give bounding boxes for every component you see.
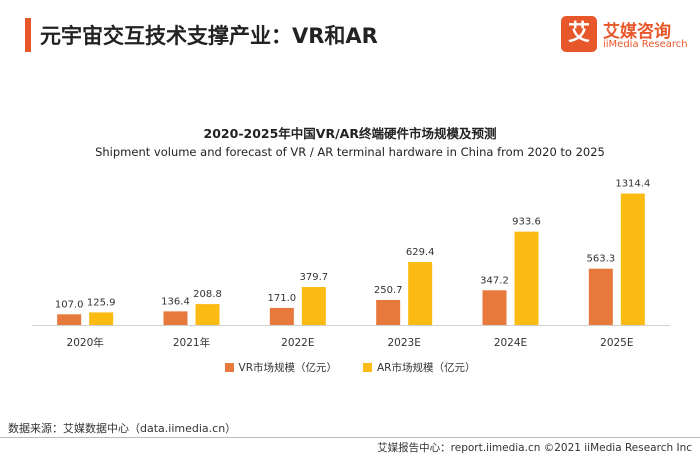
bar-ar [620, 193, 645, 325]
legend-label-ar: AR市场规模（亿元） [377, 362, 476, 374]
x-tick-label: 2020年 [67, 336, 104, 349]
bar-ar [514, 231, 539, 325]
data-label-vr: 171.0 [268, 293, 297, 304]
x-tick-label: 2021年 [173, 336, 210, 349]
data-source: 数据来源：艾媒数据中心（data.iimedia.cn） [8, 422, 237, 435]
footer-text: 艾媒报告中心：report.iimedia.cn ©2021 iiMedia R… [377, 442, 692, 454]
logo-text-en: iiMedia Research [603, 39, 688, 50]
bar-ar [301, 287, 326, 325]
legend-item-vr: VR市场规模（亿元） [224, 360, 337, 375]
logo-icon: 艾 [561, 16, 597, 52]
bar-vr [482, 290, 507, 325]
title-accent-bar [25, 18, 31, 52]
data-label-vr: 107.0 [55, 299, 84, 310]
data-label-ar: 125.9 [87, 297, 116, 308]
x-tick-label: 2025E [600, 337, 633, 349]
data-label-vr: 136.4 [161, 296, 190, 307]
bar-ar [89, 312, 114, 325]
bar-vr [57, 314, 82, 325]
chart-title: 2020-2025年中国VR/AR终端硬件市场规模及预测 [203, 126, 497, 141]
bar-vr [269, 307, 294, 325]
x-tick-label: 2022E [281, 337, 314, 349]
legend-item-ar: AR市场规模（亿元） [363, 360, 475, 375]
bar-vr [163, 311, 188, 325]
data-label-vr: 250.7 [374, 285, 403, 296]
legend-swatch-vr [224, 363, 234, 372]
legend-swatch-ar [363, 363, 372, 372]
logo-text-cn: 艾媒咨询 [603, 22, 671, 42]
data-label-ar: 933.6 [512, 217, 541, 228]
data-label-vr: 563.3 [587, 254, 616, 265]
footer-divider [0, 437, 700, 438]
legend-label-vr: VR市场规模（亿元） [238, 362, 337, 374]
chart-legend: VR市场规模（亿元） AR市场规模（亿元） [0, 360, 700, 375]
data-label-ar: 379.7 [300, 272, 329, 283]
x-tick-label: 2024E [494, 337, 527, 349]
data-label-ar: 1314.4 [615, 179, 650, 190]
data-label-ar: 629.4 [406, 247, 435, 258]
brand-logo: 艾 艾媒咨询 iiMedia Research [561, 16, 688, 56]
x-tick-label: 2023E [387, 337, 420, 349]
bar-ar [195, 304, 220, 325]
bar-vr [588, 268, 613, 325]
bar-vr [376, 299, 401, 325]
data-label-ar: 208.8 [193, 289, 222, 300]
bar-ar [408, 262, 433, 325]
data-label-vr: 347.2 [480, 275, 509, 286]
chart-subtitle: Shipment volume and forecast of VR / AR … [95, 145, 605, 159]
page-title: 元宇宙交互技术支撑产业：VR和AR [40, 24, 378, 48]
